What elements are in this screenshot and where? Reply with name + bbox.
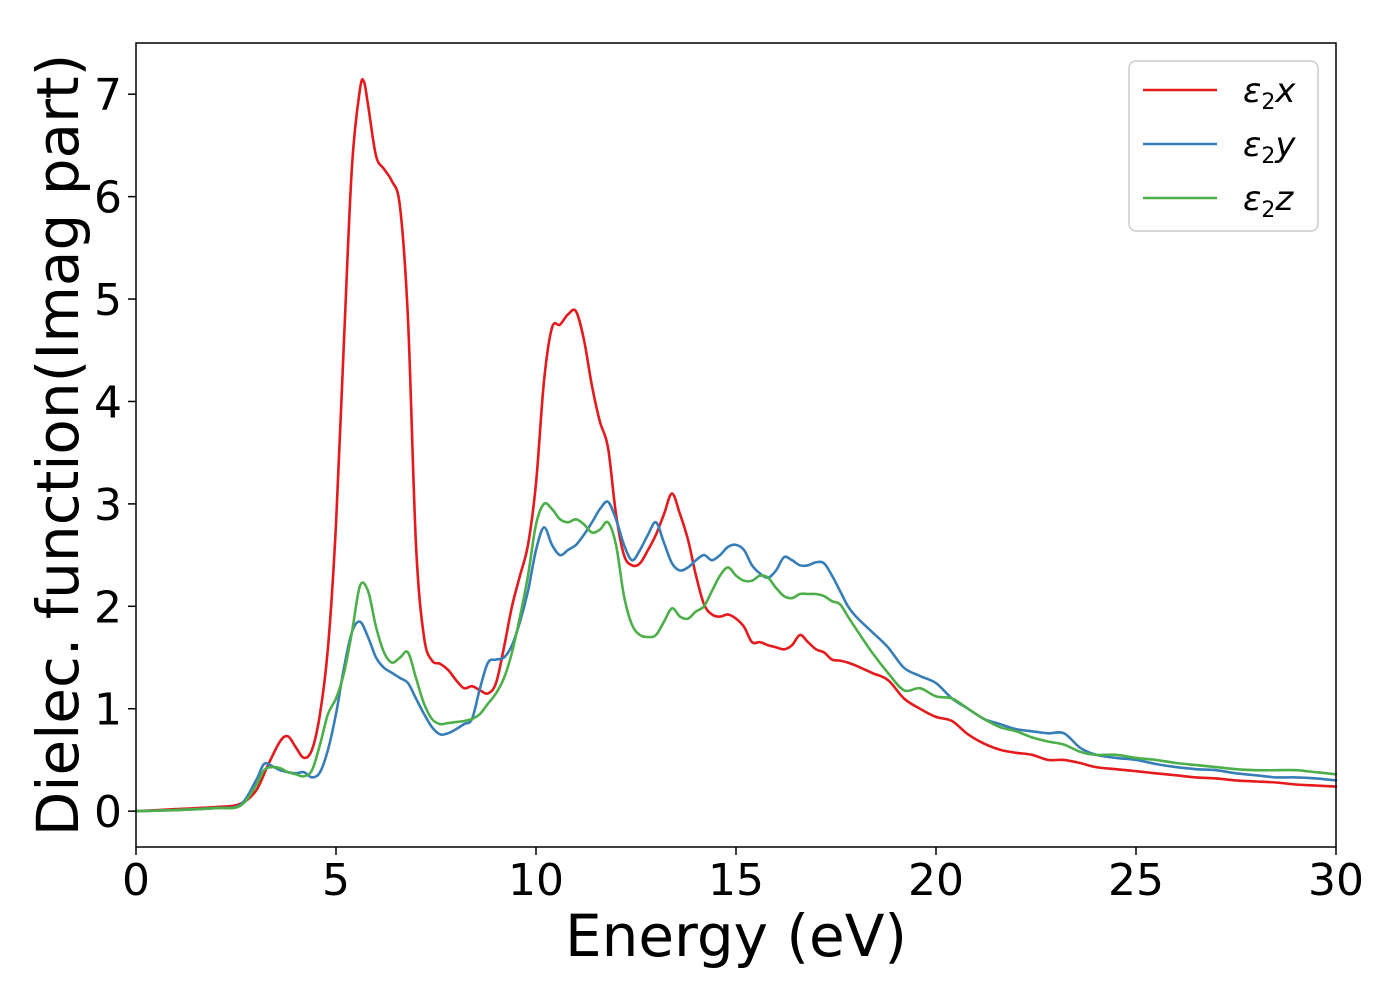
x-axis-ticks: 0 5 10 15 20 25 30 bbox=[122, 847, 1364, 906]
series-line-x bbox=[134, 78, 1338, 813]
legend-label-z: ε2z bbox=[1243, 179, 1294, 223]
x-tick-label: 0 bbox=[122, 855, 150, 906]
y-tick-label: 6 bbox=[94, 173, 122, 224]
x-tick-label: 20 bbox=[908, 855, 964, 906]
series-line-z bbox=[134, 501, 1338, 813]
x-tick-label: 5 bbox=[322, 855, 350, 906]
y-tick-label: 1 bbox=[94, 685, 122, 736]
series-layer bbox=[134, 78, 1338, 813]
y-tick-label: 3 bbox=[94, 480, 122, 531]
y-tick-label: 2 bbox=[94, 582, 122, 633]
legend: ε2x ε2y ε2z bbox=[1128, 60, 1319, 232]
legend-label-x: ε2x bbox=[1243, 71, 1296, 115]
x-tick-label: 25 bbox=[1108, 855, 1164, 906]
x-tick-label: 30 bbox=[1308, 855, 1364, 906]
y-axis-label: Dielec. function(Imag part) bbox=[24, 54, 92, 837]
y-tick-label: 7 bbox=[94, 70, 122, 121]
y-tick-label: 0 bbox=[94, 787, 122, 838]
x-axis-label: Energy (eV) bbox=[565, 902, 907, 970]
x-tick-label: 15 bbox=[708, 855, 764, 906]
y-axis-ticks: 0 1 2 3 4 5 6 7 bbox=[94, 70, 136, 838]
x-tick-label: 10 bbox=[508, 855, 564, 906]
y-tick-label: 4 bbox=[94, 377, 122, 428]
legend-label-y: ε2y bbox=[1243, 125, 1296, 169]
series-line-y bbox=[134, 500, 1338, 813]
y-tick-label: 5 bbox=[94, 275, 122, 326]
legend-box bbox=[1128, 60, 1319, 232]
